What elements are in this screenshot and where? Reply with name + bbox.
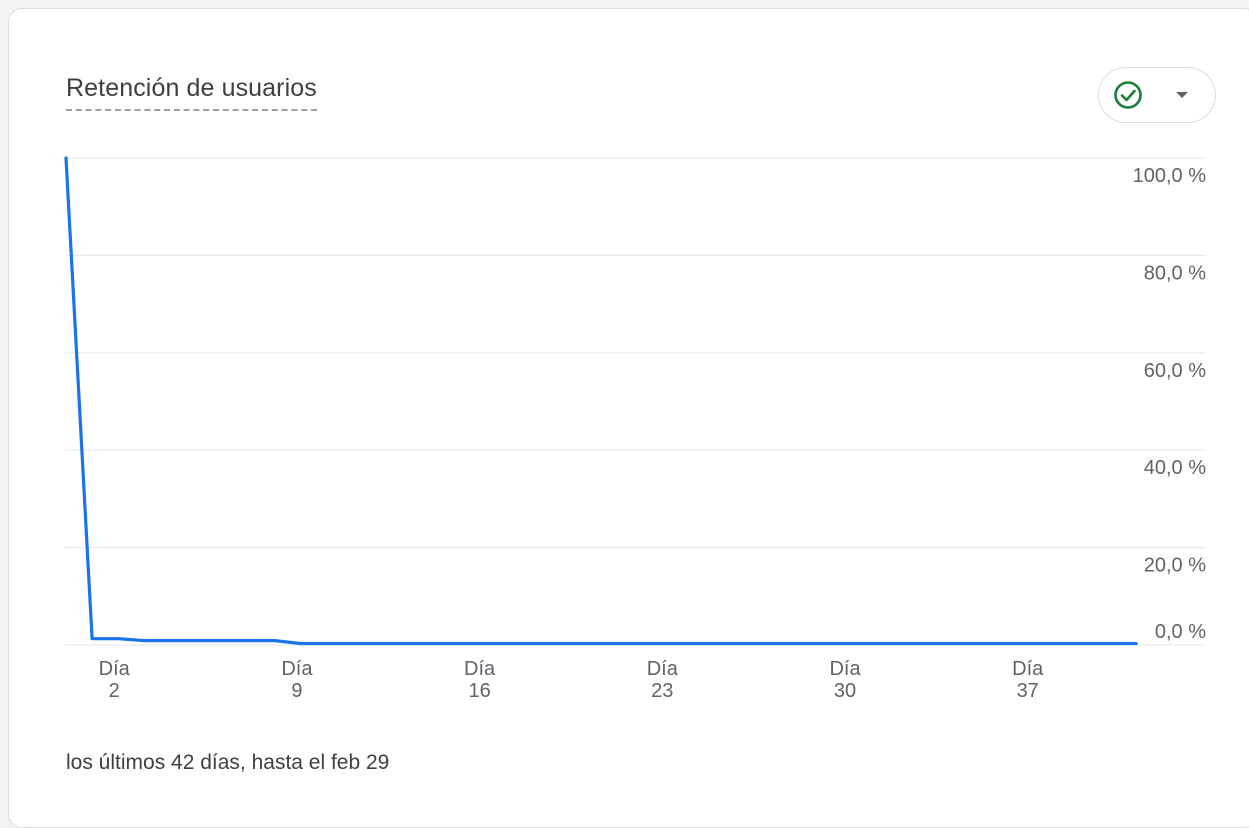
y-tick-label: 60,0 %: [1144, 360, 1206, 382]
x-tick-label: Día: [829, 658, 861, 680]
x-tick-label: Día: [647, 658, 679, 680]
date-range-footer: los últimos 42 días, hasta el feb 29: [66, 751, 390, 774]
x-tick-label: 23: [651, 680, 673, 702]
x-tick-label: 37: [1017, 680, 1039, 702]
retention-series-line: [64, 156, 1138, 646]
x-tick-label: 16: [468, 680, 490, 702]
retention-card: Retención de usuarios los últimos 42 día…: [8, 8, 1249, 828]
y-tick-label: 100,0 %: [1133, 165, 1207, 187]
check-circle-icon: [1114, 81, 1142, 109]
status-dropdown-button[interactable]: [1098, 67, 1216, 123]
chart-title[interactable]: Retención de usuarios: [66, 73, 317, 111]
caret-down-icon: [1176, 92, 1188, 98]
x-tick-label: Día: [1012, 658, 1044, 680]
y-tick-label: 80,0 %: [1144, 262, 1206, 284]
x-tick-label: 2: [109, 680, 120, 702]
retention-line-chart: 100,0 %80,0 %60,0 %40,0 %20,0 %0,0 %Día2…: [64, 156, 1207, 702]
y-tick-label: 40,0 %: [1144, 457, 1206, 479]
y-tick-label: 20,0 %: [1144, 555, 1206, 577]
y-tick-label: 0,0 %: [1155, 621, 1206, 643]
x-tick-label: 9: [291, 680, 302, 702]
x-tick-label: Día: [99, 658, 131, 680]
x-tick-label: Día: [464, 658, 496, 680]
x-tick-label: Día: [281, 658, 313, 680]
x-tick-label: 30: [834, 680, 856, 702]
